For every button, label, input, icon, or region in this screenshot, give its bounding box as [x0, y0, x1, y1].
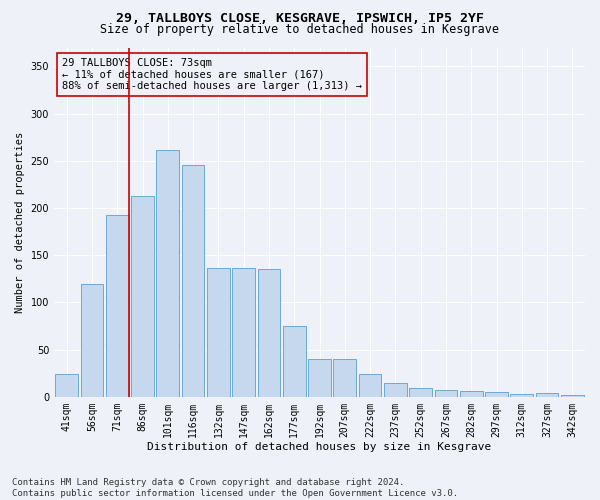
Bar [131, 196, 154, 397]
Bar [308, 359, 331, 397]
Text: Size of property relative to detached houses in Kesgrave: Size of property relative to detached ho… [101, 22, 499, 36]
X-axis label: Distribution of detached houses by size in Kesgrave: Distribution of detached houses by size … [148, 442, 491, 452]
Bar [334, 359, 356, 397]
Bar [207, 268, 230, 397]
Bar [55, 374, 78, 397]
Bar [460, 391, 482, 397]
Y-axis label: Number of detached properties: Number of detached properties [15, 132, 25, 313]
Bar [182, 164, 205, 397]
Bar [257, 270, 280, 397]
Text: Contains HM Land Registry data © Crown copyright and database right 2024.
Contai: Contains HM Land Registry data © Crown c… [12, 478, 458, 498]
Bar [283, 326, 305, 397]
Bar [409, 388, 432, 397]
Bar [359, 374, 382, 397]
Text: 29, TALLBOYS CLOSE, KESGRAVE, IPSWICH, IP5 2YF: 29, TALLBOYS CLOSE, KESGRAVE, IPSWICH, I… [116, 12, 484, 26]
Bar [434, 390, 457, 397]
Bar [106, 214, 128, 397]
Bar [536, 393, 559, 397]
Bar [511, 394, 533, 397]
Bar [485, 392, 508, 397]
Text: 29 TALLBOYS CLOSE: 73sqm
← 11% of detached houses are smaller (167)
88% of semi-: 29 TALLBOYS CLOSE: 73sqm ← 11% of detach… [62, 58, 362, 91]
Bar [561, 395, 584, 397]
Bar [232, 268, 255, 397]
Bar [80, 284, 103, 397]
Bar [384, 382, 407, 397]
Bar [157, 150, 179, 397]
